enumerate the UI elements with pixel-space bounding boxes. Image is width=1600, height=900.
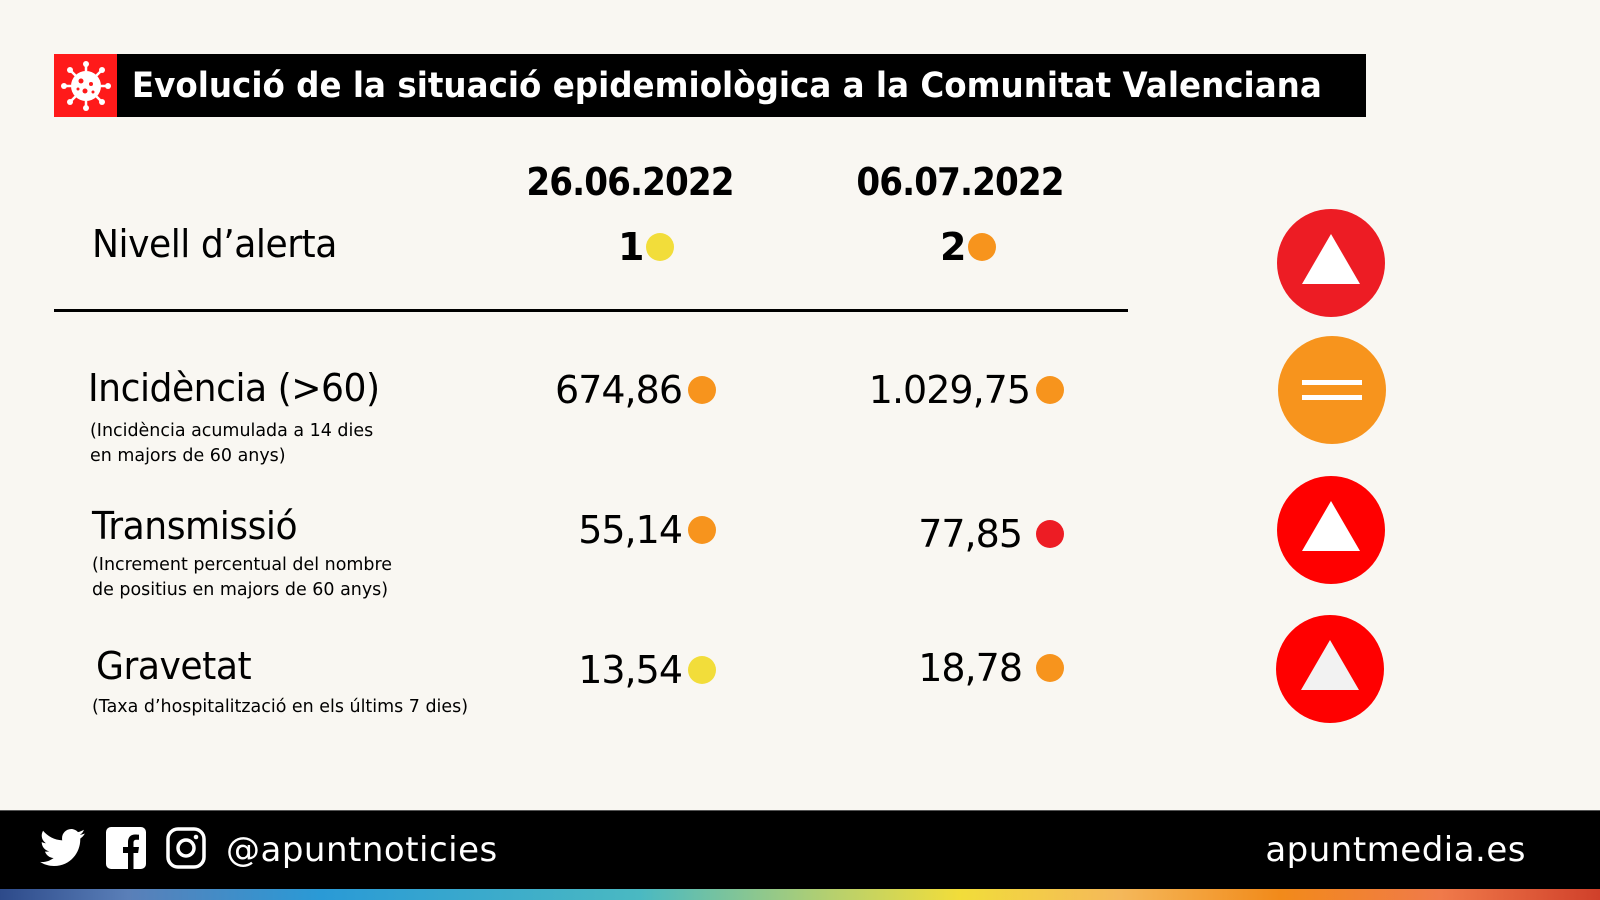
footer: @apuntnoticies apuntmedia.es (0, 810, 1600, 889)
incidence-description-line1: (Incidència acumulada a 14 dies (90, 420, 374, 441)
yellow-dot-icon (646, 233, 675, 261)
incidence-description-line2: en majors de 60 anys) (90, 445, 286, 466)
alert-level-label: Nivell d’alerta (92, 222, 337, 266)
severity-label: Gravetat (96, 644, 252, 688)
incidence-label: Incidència (>60) (88, 366, 380, 410)
page-title: Evolució de la situació epidemiològica a… (131, 65, 1322, 106)
transmission-description-line1: (Increment percentual del nombre (92, 554, 393, 575)
severity-value-2: 18,78 (918, 646, 1064, 690)
severity-value-1: 13,54 (578, 648, 716, 692)
red-dot-icon (1036, 520, 1064, 548)
trend-up-icon (1277, 209, 1385, 317)
trend-up-icon (1276, 615, 1384, 723)
social-handle[interactable]: @apuntnoticies (226, 830, 498, 870)
yellow-dot-icon (688, 656, 716, 684)
instagram-icon[interactable] (166, 827, 206, 873)
severity-description-line1: (Taxa d’hospitalització en els últims 7 … (92, 696, 469, 717)
transmission-value-2: 77,85 (918, 512, 1064, 556)
orange-dot-icon (1036, 376, 1064, 404)
alert-level-value-2: 2 (940, 225, 997, 269)
equal-sign-icon (1302, 380, 1362, 400)
website-link[interactable]: apuntmedia.es (1265, 830, 1526, 870)
transmission-description: (Increment percentual del nombre de posi… (92, 552, 392, 602)
severity-number-2: 18,78 (918, 646, 1023, 690)
alert-level-number-2: 2 (940, 225, 967, 269)
transmission-description-line2: de positius en majors de 60 anys) (92, 579, 389, 600)
facebook-icon[interactable] (106, 827, 146, 873)
alert-level-number-1: 1 (618, 225, 645, 269)
transmission-number-2: 77,85 (918, 512, 1023, 556)
orange-dot-icon (688, 376, 716, 404)
incidence-value-1: 674,86 (555, 368, 716, 412)
twitter-icon[interactable] (39, 828, 86, 872)
up-triangle-icon (1302, 501, 1360, 551)
trend-up-icon (1277, 476, 1385, 584)
title-bar: Evolució de la situació epidemiològica a… (54, 54, 1366, 117)
gradient-bar (0, 889, 1600, 900)
alert-level-value-1: 1 (618, 225, 675, 269)
orange-dot-icon (1036, 654, 1064, 682)
incidence-number-2: 1.029,75 (868, 368, 1031, 412)
transmission-value-1: 55,14 (578, 508, 716, 552)
up-triangle-icon (1302, 234, 1360, 284)
trend-equal-icon (1278, 336, 1386, 444)
orange-dot-icon (968, 233, 997, 261)
severity-description: (Taxa d’hospitalització en els últims 7 … (92, 694, 468, 719)
date-column-2: 06.07.2022 (856, 160, 1064, 204)
transmission-number-1: 55,14 (578, 508, 683, 552)
severity-number-1: 13,54 (578, 648, 683, 692)
divider (54, 309, 1128, 312)
transmission-label: Transmissió (92, 504, 298, 548)
incidence-value-2: 1.029,75 (869, 368, 1064, 412)
incidence-description: (Incidència acumulada a 14 dies en major… (90, 418, 373, 468)
virus-icon (54, 54, 117, 117)
orange-dot-icon (688, 516, 716, 544)
date-column-1: 26.06.2022 (526, 160, 734, 204)
up-triangle-icon (1301, 640, 1359, 690)
incidence-number-1: 674,86 (555, 368, 683, 412)
